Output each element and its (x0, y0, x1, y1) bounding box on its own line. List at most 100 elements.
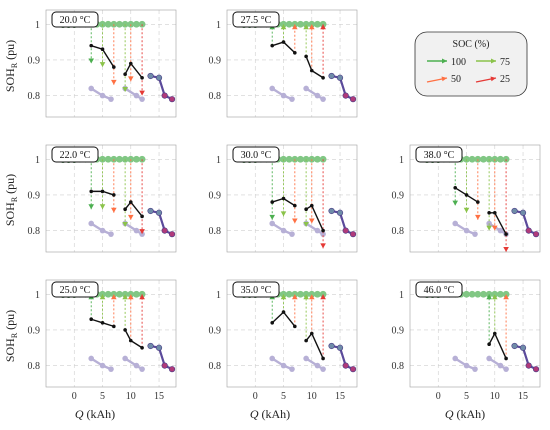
temperature-badge (51, 146, 99, 163)
soh-point (504, 232, 508, 236)
aged-trace (124, 87, 143, 101)
final-point (147, 342, 154, 350)
aged-trace (305, 357, 324, 371)
soh-point (270, 321, 275, 325)
aged-point (463, 362, 470, 369)
aged-point (320, 231, 326, 237)
aged-point (289, 366, 295, 372)
final-point (349, 366, 357, 373)
aged-point (280, 227, 287, 234)
ref-point (314, 20, 321, 28)
y-tick-label: 0.8 (28, 226, 41, 237)
aged-point (320, 366, 326, 372)
final-point (328, 342, 335, 350)
soc-arrow-head (320, 294, 326, 300)
soh-point (140, 214, 144, 219)
svg-text:SOHR (pu): SOHR (pu) (3, 40, 19, 92)
x-tick-label: 0 (253, 391, 258, 402)
x-tick-label: 15 (154, 391, 164, 402)
soh-series-line (124, 329, 143, 349)
final-point (342, 92, 349, 99)
soc-arrow-head (280, 294, 287, 300)
soc-arrow-head (99, 204, 106, 210)
soc-arrow-head (303, 222, 309, 228)
final-trace (150, 74, 173, 101)
soh-point (100, 189, 105, 194)
plot-frame (45, 144, 177, 253)
soc-arrow-head (122, 87, 128, 93)
final-trace (331, 344, 354, 371)
legend-label-100: 100 (451, 57, 466, 68)
soh-point (487, 210, 491, 215)
panel-1: 1 0.9 0.8 20.0 °C (28, 9, 177, 118)
aged-point (269, 355, 276, 362)
final-point (349, 231, 357, 238)
soc-arrow-head (99, 294, 106, 300)
temperature-label: 25.0 °C (60, 285, 91, 296)
soh-series-line (124, 200, 143, 217)
x-axis-label-col-3: Q (kAh) (445, 407, 485, 421)
soc-arrow-head (88, 58, 95, 64)
ref-point (116, 20, 123, 28)
aged-point (139, 96, 145, 102)
xlabel-var: Q (250, 407, 259, 421)
aged-point (289, 231, 295, 237)
final-trace (331, 209, 354, 236)
aged-trace (305, 87, 324, 101)
ref-point (104, 155, 112, 163)
ref-point (314, 290, 321, 298)
soh-point (123, 328, 127, 332)
final-point (168, 366, 176, 373)
final-trace (150, 344, 173, 371)
aged-point (486, 355, 492, 362)
temperature-label: 46.0 °C (424, 285, 455, 296)
final-point (161, 227, 168, 234)
panel-3: 1 0.9 0.8 22.0 °C (28, 144, 177, 253)
soc-arrow-head (280, 211, 287, 217)
y-tick-label: 1 (399, 290, 404, 301)
svg-text:Q (kAh): Q (kAh) (75, 407, 115, 421)
legend-label-50: 50 (451, 74, 461, 85)
soh-point (309, 203, 314, 208)
ref-point (285, 290, 293, 298)
soh-point (128, 61, 133, 66)
y-axis-label-row-1: SOHR (pu) (3, 40, 19, 92)
aged-point (88, 220, 95, 227)
soc-arrow-head (303, 294, 309, 300)
soh-point (453, 186, 458, 190)
final-point (532, 366, 540, 373)
aged-point (99, 92, 106, 99)
final-point (336, 344, 344, 351)
plot-frame (226, 279, 358, 388)
xlabel-unit: (kAh) (454, 407, 486, 421)
soc-arrow-head (308, 294, 315, 300)
legend-arrow-75 (491, 58, 496, 64)
plot-frame (409, 279, 541, 388)
soh-point (293, 51, 297, 55)
y-axis-label-row-2: SOHR (pu) (3, 174, 19, 226)
final-point (349, 96, 357, 103)
soh-point (128, 338, 133, 343)
y-tick-label: 0.9 (209, 190, 222, 201)
soc-arrow-head (111, 294, 117, 300)
aged-point (314, 92, 321, 99)
x-tick-label: 5 (100, 391, 105, 402)
temperature-label: 38.0 °C (424, 150, 455, 161)
soc-arrow-head (122, 222, 128, 228)
x-tick-label: 10 (126, 391, 136, 402)
final-point (336, 209, 344, 216)
soh-point (112, 324, 116, 329)
panel-4: 1 0.9 0.8 30.0 °C (209, 144, 358, 253)
xlabel-var: Q (75, 407, 84, 421)
final-point (525, 362, 532, 369)
aged-point (88, 355, 95, 362)
final-point (342, 362, 349, 369)
aged-point (472, 366, 478, 372)
soh-point (112, 193, 116, 197)
legend: SOC (%) 100 75 50 25 (414, 31, 528, 97)
ref-point (133, 20, 140, 28)
x-tick-label: 5 (464, 391, 469, 402)
panel-2: 1 0.9 0.8 27.5 °C (209, 9, 358, 118)
aged-point (497, 362, 504, 369)
aged-point (314, 227, 321, 234)
